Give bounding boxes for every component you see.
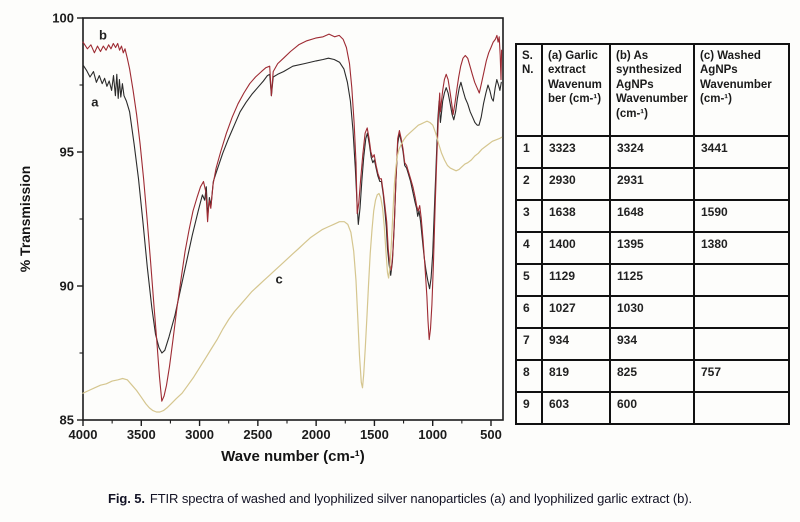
curve-label-a: a	[91, 94, 99, 109]
table-row: 1 3323 3324 3441	[515, 135, 790, 169]
table-header-cell: (b) As synthesized AgNPs Wavenumber (cm-…	[609, 43, 695, 137]
table-cell: 1030	[609, 295, 695, 329]
table-cell: 2931	[609, 167, 695, 201]
table-cell: 757	[693, 359, 790, 393]
table-cell: 1395	[609, 231, 695, 265]
curve-label-b: b	[99, 27, 107, 42]
table-cell: 3324	[609, 135, 695, 169]
ftir-spectra-plot: 4000 3500 3000 2500 2000 1500 1000 500 100 95 90 85…	[17, 11, 504, 465]
x-tick-label: 500	[480, 427, 502, 442]
x-tick-label: 1500	[360, 427, 389, 442]
figure-caption: Fig. 5. FTIR spectra of washed and lyophi…	[0, 491, 800, 506]
x-tick-label: 3000	[185, 427, 214, 442]
table-header-cell: S. N.	[515, 43, 543, 137]
table-cell	[693, 327, 790, 361]
table-row: 8 819 825 757	[515, 359, 790, 393]
table-row: 5 1129 1125	[515, 263, 790, 297]
x-tick-label: 2000	[302, 427, 331, 442]
table-cell: 1590	[693, 199, 790, 233]
table-cell	[693, 263, 790, 297]
table-row: 4 1400 1395 1380	[515, 231, 790, 265]
table-cell: 600	[609, 391, 695, 425]
table-cell: 1380	[693, 231, 790, 265]
table-cell: 603	[541, 391, 611, 425]
wavenumber-table-head: S. N. (a) Garlic extract Wavenumber (cm-¹…	[515, 43, 790, 137]
wavenumber-table: S. N. (a) Garlic extract Wavenumber (cm-¹…	[515, 43, 790, 425]
table-row: 2 2930 2931	[515, 167, 790, 201]
plot-area	[82, 17, 504, 421]
table-cell	[693, 391, 790, 425]
table-row: 6 1027 1030	[515, 295, 790, 329]
table-cell: 4	[515, 231, 543, 265]
table-cell: 1129	[541, 263, 611, 297]
table-cell: 1648	[609, 199, 695, 233]
wavenumber-table-body: 1 3323 3324 3441 2 2930 2931 3 1638 1648 1590 4 1400…	[515, 135, 790, 425]
table-cell: 2	[515, 167, 543, 201]
table-cell: 3	[515, 199, 543, 233]
table-cell: 1027	[541, 295, 611, 329]
x-tick-label: 2500	[243, 427, 272, 442]
caption-text: FTIR spectra of washed and lyophilized s…	[149, 491, 692, 506]
y-tick-label: 95	[60, 145, 74, 160]
table-cell: 5	[515, 263, 543, 297]
table-cell: 7	[515, 327, 543, 361]
y-tick-label: 90	[60, 279, 74, 294]
table-row: 3 1638 1648 1590	[515, 199, 790, 233]
table-row: 9 603 600	[515, 391, 790, 425]
table-cell: 934	[609, 327, 695, 361]
table-cell	[693, 167, 790, 201]
curve-labels: a b c	[91, 27, 282, 286]
table-cell: 9	[515, 391, 543, 425]
axis-ticks: 4000 3500 3000 2500 2000 1500 1000 500 100 95 90 85	[52, 11, 502, 443]
x-tick-label: 4000	[69, 427, 98, 442]
table-header-cell: (a) Garlic extract Wavenumber (cm-¹)	[541, 43, 611, 137]
table-cell: 1638	[541, 199, 611, 233]
spectra-curves	[82, 33, 503, 413]
table-cell	[693, 295, 790, 329]
curve-c	[82, 120, 503, 413]
table-row: 7 934 934	[515, 327, 790, 361]
table-cell: 934	[541, 327, 611, 361]
table-cell: 2930	[541, 167, 611, 201]
curve-label-c: c	[275, 271, 282, 286]
table-cell: 825	[609, 359, 695, 393]
table-cell: 1400	[541, 231, 611, 265]
y-tick-label: 85	[60, 413, 74, 428]
table-cell: 3441	[693, 135, 790, 169]
caption-label: Fig. 5.	[108, 491, 145, 506]
curve-b	[82, 33, 503, 402]
x-tick-label: 3500	[127, 427, 156, 442]
y-tick-label: 100	[52, 11, 74, 26]
ftir-chart: 4000 3500 3000 2500 2000 1500 1000 500 100 95 90 85…	[17, 11, 504, 465]
table-cell: 3323	[541, 135, 611, 169]
table-cell: 8	[515, 359, 543, 393]
table-cell: 1	[515, 135, 543, 169]
y-axis-title: % Transmission	[17, 166, 33, 273]
x-tick-label: 1000	[418, 427, 447, 442]
x-axis-title: Wave number (cm-¹)	[221, 448, 365, 465]
table-cell: 1125	[609, 263, 695, 297]
table-cell: 6	[515, 295, 543, 329]
curve-a	[82, 57, 502, 354]
table-cell: 819	[541, 359, 611, 393]
table-header-cell: (c) Washed AgNPs Wavenumber (cm-¹)	[693, 43, 790, 137]
